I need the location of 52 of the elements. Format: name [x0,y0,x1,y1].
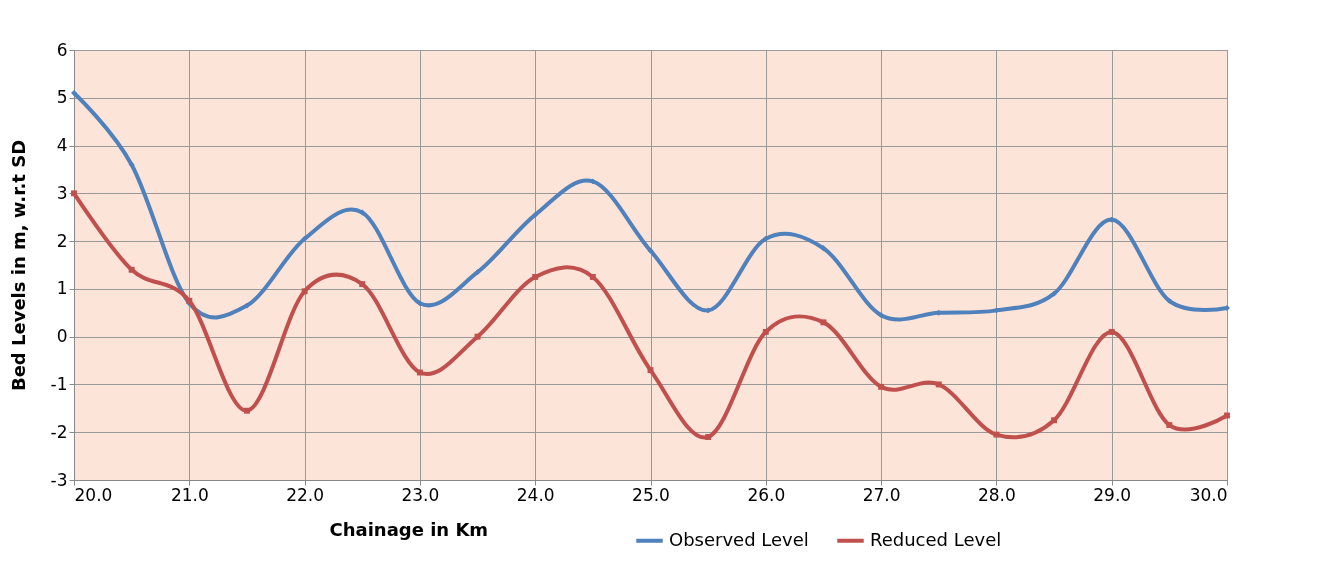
point [1051,417,1058,424]
y-axis-title: Bed Levels in m, w.r.t SD [7,139,29,392]
y-tick-label: -1 [50,373,68,394]
legend-label: Observed Level [669,528,809,550]
point [532,273,539,280]
point [243,302,250,309]
y-tick-label: -2 [50,421,68,442]
y-tick-label: 4 [56,135,68,156]
x-tick-label: 29.0 [1093,484,1132,505]
point [416,300,423,307]
x-tick-label: 23.0 [401,484,440,505]
y-tick-label: 1 [56,278,68,299]
y-tick-label: 0 [56,326,68,347]
point [762,235,769,242]
x-tick-label: 30.0 [1189,484,1228,505]
y-tick-label: 5 [56,87,68,108]
point [820,319,827,326]
point [128,266,135,273]
point [762,328,769,335]
x-tick-label: 26.0 [747,484,786,505]
point [878,383,885,390]
x-tick-label: 24.0 [516,484,555,505]
point [878,312,885,319]
point [474,333,481,340]
point [820,245,827,252]
point [1108,328,1115,335]
point [589,273,596,280]
y-tick-label: 2 [56,230,68,251]
point [301,235,308,242]
legend-label: Reduced Level [870,528,1002,550]
point [647,247,654,254]
y-tick-label: 3 [56,182,68,203]
point [993,431,1000,438]
point [1166,422,1173,429]
point [359,281,366,288]
point [243,407,250,414]
x-tick-label: 21.0 [170,484,209,505]
x-tick-label: 20.0 [74,484,113,505]
x-tick-label: 27.0 [862,484,901,505]
point [359,209,366,216]
point [1166,297,1173,304]
point [1051,290,1058,297]
point [935,381,942,388]
point [705,434,712,440]
x-axis-title: Chainage in Km [329,518,489,540]
y-tick-label: -3 [50,469,68,490]
x-tick-label: 28.0 [977,484,1016,505]
y-tick-label: 6 [56,39,68,60]
point [474,269,481,276]
x-tick-label: 25.0 [632,484,670,505]
point [301,288,308,295]
x-tick-label: 22.0 [286,484,325,505]
